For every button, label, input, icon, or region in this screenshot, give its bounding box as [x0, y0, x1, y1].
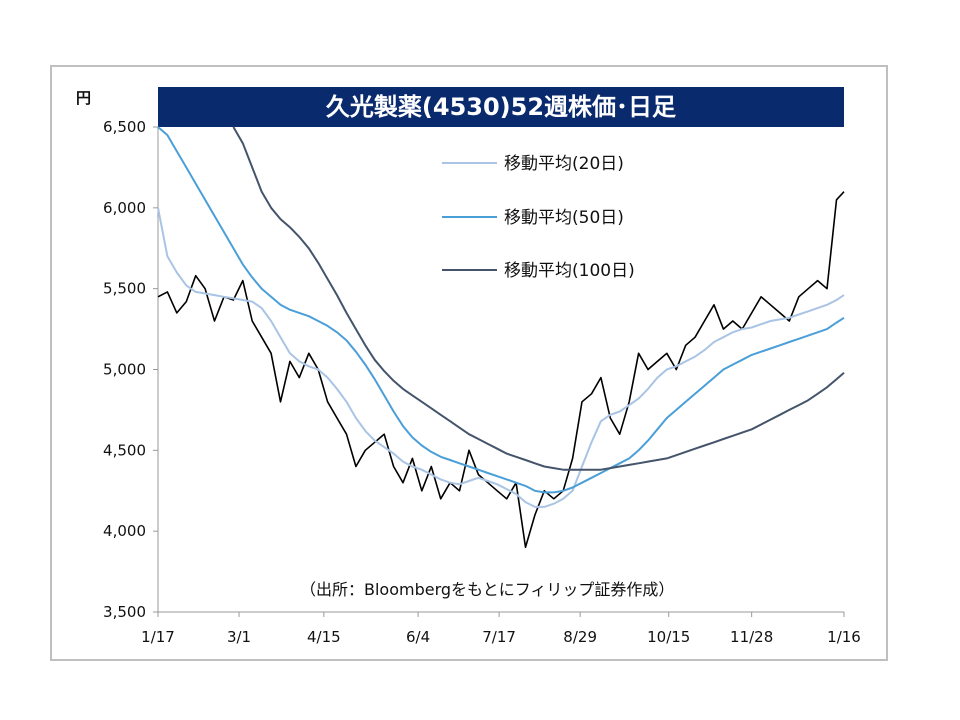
ma50-line: [157, 126, 845, 494]
x-axis-ticks: 1/17 3/1 4/15 6/4 7/17 8/29 10/15 11/28 1/16: [141, 612, 861, 646]
y-tick-label: 4,500: [103, 441, 146, 459]
y-tick-label: 3,500: [103, 603, 146, 621]
x-tick-label: 4/15: [307, 628, 341, 646]
x-tick-label: 7/17: [482, 628, 516, 646]
y-axis-ticks: 3,500 4,000 4,500 5,000 5,500 6,000 6,500: [103, 118, 158, 621]
legend-label-ma20: 移動平均(20日): [504, 154, 624, 174]
y-tick-label: 5,500: [103, 280, 146, 298]
x-tick-label: 3/1: [227, 628, 251, 646]
y-tick-label: 4,000: [103, 522, 146, 540]
price-line: [157, 191, 845, 549]
unit-label: 円: [76, 89, 91, 107]
x-tick-label: 8/29: [563, 628, 597, 646]
y-tick-label: 6,500: [103, 118, 146, 136]
y-tick-label: 5,000: [103, 361, 146, 379]
x-tick-label: 1/16: [827, 628, 861, 646]
series-group: [157, 126, 845, 549]
ma20-line: [157, 207, 845, 508]
ma100-line: [232, 126, 845, 471]
x-tick-label: 11/28: [730, 628, 773, 646]
x-tick-label: 10/15: [647, 628, 690, 646]
title-bar: [158, 87, 844, 127]
x-tick-label: 1/17: [141, 628, 175, 646]
y-tick-label: 6,000: [103, 199, 146, 217]
legend-label-ma100: 移動平均(100日): [504, 261, 635, 281]
chart-svg: 久光製薬(4530)52週株価･日足 円 3,500 4,000 4,500 5,00…: [76, 87, 861, 646]
chart-title: 久光製薬(4530)52週株価･日足: [326, 93, 676, 121]
legend-label-ma50: 移動平均(50日): [504, 208, 624, 228]
x-tick-label: 6/4: [406, 628, 430, 646]
source-note: （出所：Bloombergをもとにフィリップ証券作成）: [300, 580, 674, 599]
chart-frame: 久光製薬(4530)52週株価･日足 円 3,500 4,000 4,500 5,00…: [50, 65, 888, 661]
legend: 移動平均(20日) 移動平均(50日) 移動平均(100日): [442, 154, 635, 281]
